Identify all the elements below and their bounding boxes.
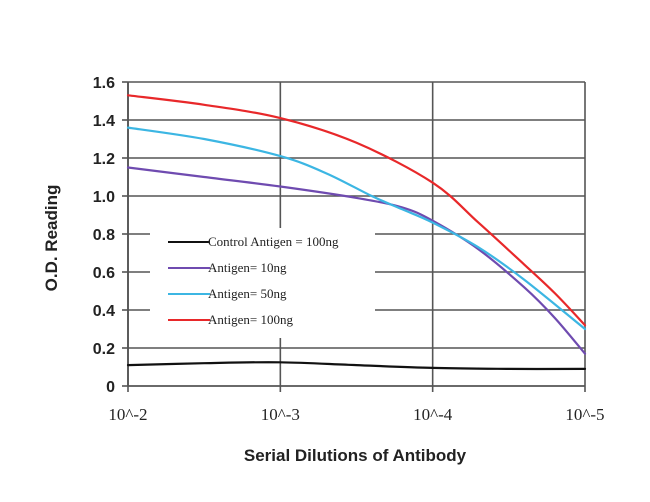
y-tick-label: 1.0 <box>93 189 115 206</box>
x-tick-label: 10^-3 <box>261 405 300 424</box>
y-tick-label: 0 <box>106 379 115 396</box>
y-tick-label: 0.4 <box>93 303 115 320</box>
legend-label: Antigen= 50ng <box>208 286 287 301</box>
x-tick-label: 10^-2 <box>108 405 147 424</box>
series-line-antigen-10ng <box>126 166 587 355</box>
y-tick-label: 0.2 <box>93 341 115 358</box>
y-tick-label: 1.6 <box>93 75 115 92</box>
y-tick-label: 0.8 <box>93 227 115 244</box>
x-tick-label: 10^-4 <box>413 405 453 424</box>
legend: Control Antigen = 100ng Antigen= 10ng Anti… <box>150 228 375 338</box>
series-line-control-antigen-100ng <box>126 361 587 371</box>
x-axis-title: Serial Dilutions of Antibody <box>244 446 467 465</box>
legend-label: Control Antigen = 100ng <box>208 234 339 249</box>
series-line-antigen-50ng <box>126 126 587 331</box>
y-tick-label: 0.6 <box>93 265 115 282</box>
y-tick-label: 1.4 <box>93 113 115 130</box>
x-tick-label: 10^-5 <box>565 405 604 424</box>
legend-label: Antigen= 100ng <box>208 312 293 327</box>
axis-labels: Serial Dilutions of Antibody O.D. Readin… <box>42 185 467 465</box>
y-tick-label: 1.2 <box>93 151 115 168</box>
axes: 0 0.2 0.4 0.6 0.8 1.0 1.2 1.4 1.6 10^-2 10^-3 10^-4… <box>93 75 605 424</box>
series-line-antigen-100ng <box>126 94 587 327</box>
series-lines <box>126 94 587 371</box>
legend-label: Antigen= 10ng <box>208 260 287 275</box>
y-axis-title: O.D. Reading <box>42 185 61 292</box>
